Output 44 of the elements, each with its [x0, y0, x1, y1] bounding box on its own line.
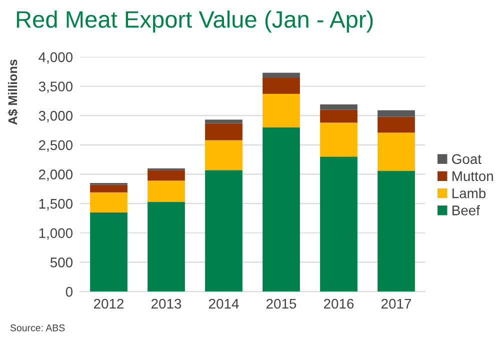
source-note: Source: ABS: [10, 324, 65, 332]
y-tick-label: 4,000: [38, 52, 73, 64]
x-tick-label: 2013: [152, 298, 182, 309]
bar: [320, 110, 358, 123]
bar: [90, 184, 128, 192]
legend-label: Mutton: [452, 171, 493, 182]
x-tick-label: 2015: [266, 298, 296, 309]
bar: [262, 127, 300, 292]
y-tick-label: 500: [50, 258, 73, 268]
y-tick-label: 3,000: [38, 110, 73, 122]
y-tick-label: 2,500: [39, 140, 73, 152]
bar: [320, 156, 358, 292]
x-tick-label: 2012: [94, 298, 124, 309]
bar: [262, 72, 300, 78]
y-axis-title: A$ Millions: [8, 60, 18, 125]
legend-label: Goat: [452, 154, 482, 164]
bar: [205, 123, 242, 140]
bar: [320, 122, 358, 157]
y-tick-label: 2,000: [39, 170, 73, 182]
x-tick-label: 2014: [209, 298, 239, 309]
chart-title: Red Meat Export Value (Jan - Apr): [16, 10, 373, 32]
y-tick-label: 0: [66, 286, 73, 297]
bar: [262, 78, 300, 94]
x-tick-label: 2016: [324, 298, 354, 309]
bar: [378, 116, 415, 133]
y-tick-label: 3,500: [38, 82, 73, 94]
legend-label: Lamb: [452, 188, 486, 198]
bar: [378, 170, 415, 292]
bar: [320, 104, 358, 110]
bar: [262, 94, 300, 128]
bar: [148, 202, 185, 292]
bar: [90, 192, 128, 212]
bar: [148, 180, 185, 202]
bar: [90, 212, 128, 292]
y-tick-label: 1,000: [39, 228, 73, 240]
bar: [205, 140, 242, 170]
bar: [378, 132, 415, 171]
bar: [378, 110, 415, 117]
bar: [148, 170, 185, 181]
bar: [205, 170, 242, 292]
x-tick-label: 2017: [382, 298, 412, 309]
bar: [205, 120, 242, 124]
legend-label: Beef: [452, 205, 480, 216]
y-tick-label: 1,500: [39, 198, 73, 210]
